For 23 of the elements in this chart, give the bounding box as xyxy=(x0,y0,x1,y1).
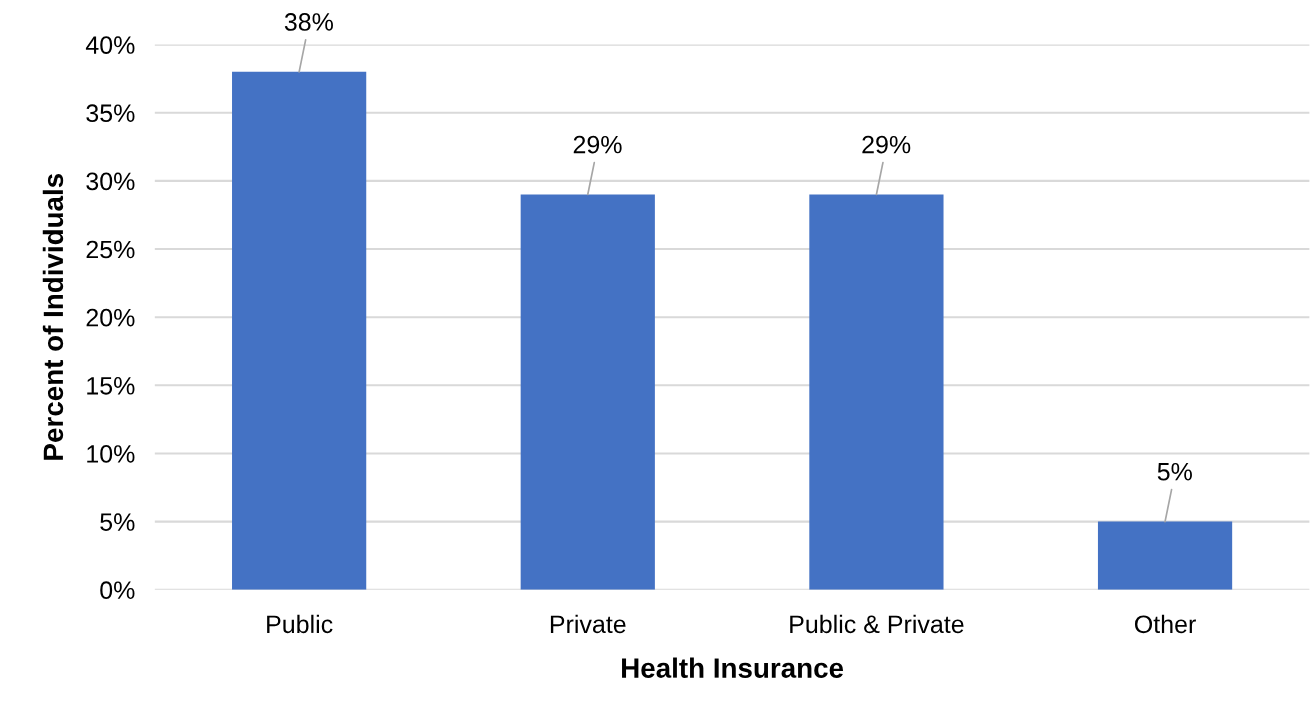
y-tick-label: 40% xyxy=(85,36,135,54)
y-tick-label: 35% xyxy=(86,104,135,123)
data-label: 5% xyxy=(1157,462,1192,481)
bar xyxy=(1097,521,1233,590)
y-tick-label: 0% xyxy=(100,581,135,600)
y-tick-label: 20% xyxy=(86,308,135,327)
data-label: 29% xyxy=(862,135,911,154)
y-tick-label: 5% xyxy=(100,513,135,531)
x-tick-label: Public xyxy=(267,614,333,634)
y-tick-label: 10% xyxy=(87,445,135,463)
bar xyxy=(232,71,367,590)
y-tick-label: 25% xyxy=(86,240,135,259)
x-tick-label: Private xyxy=(550,614,626,634)
y-axis-title: Percent of Individuals xyxy=(42,173,64,460)
x-tick-label: Other xyxy=(1134,614,1196,634)
x-tick-label: Public & Private xyxy=(790,614,964,634)
bar xyxy=(809,194,944,590)
y-tick-label: 30% xyxy=(86,172,135,191)
data-label: 29% xyxy=(573,135,622,154)
data-label: 38% xyxy=(284,13,333,31)
y-tick-label: 15% xyxy=(87,377,135,395)
x-axis-title: Health Insurance xyxy=(622,657,844,678)
bar xyxy=(520,194,655,590)
